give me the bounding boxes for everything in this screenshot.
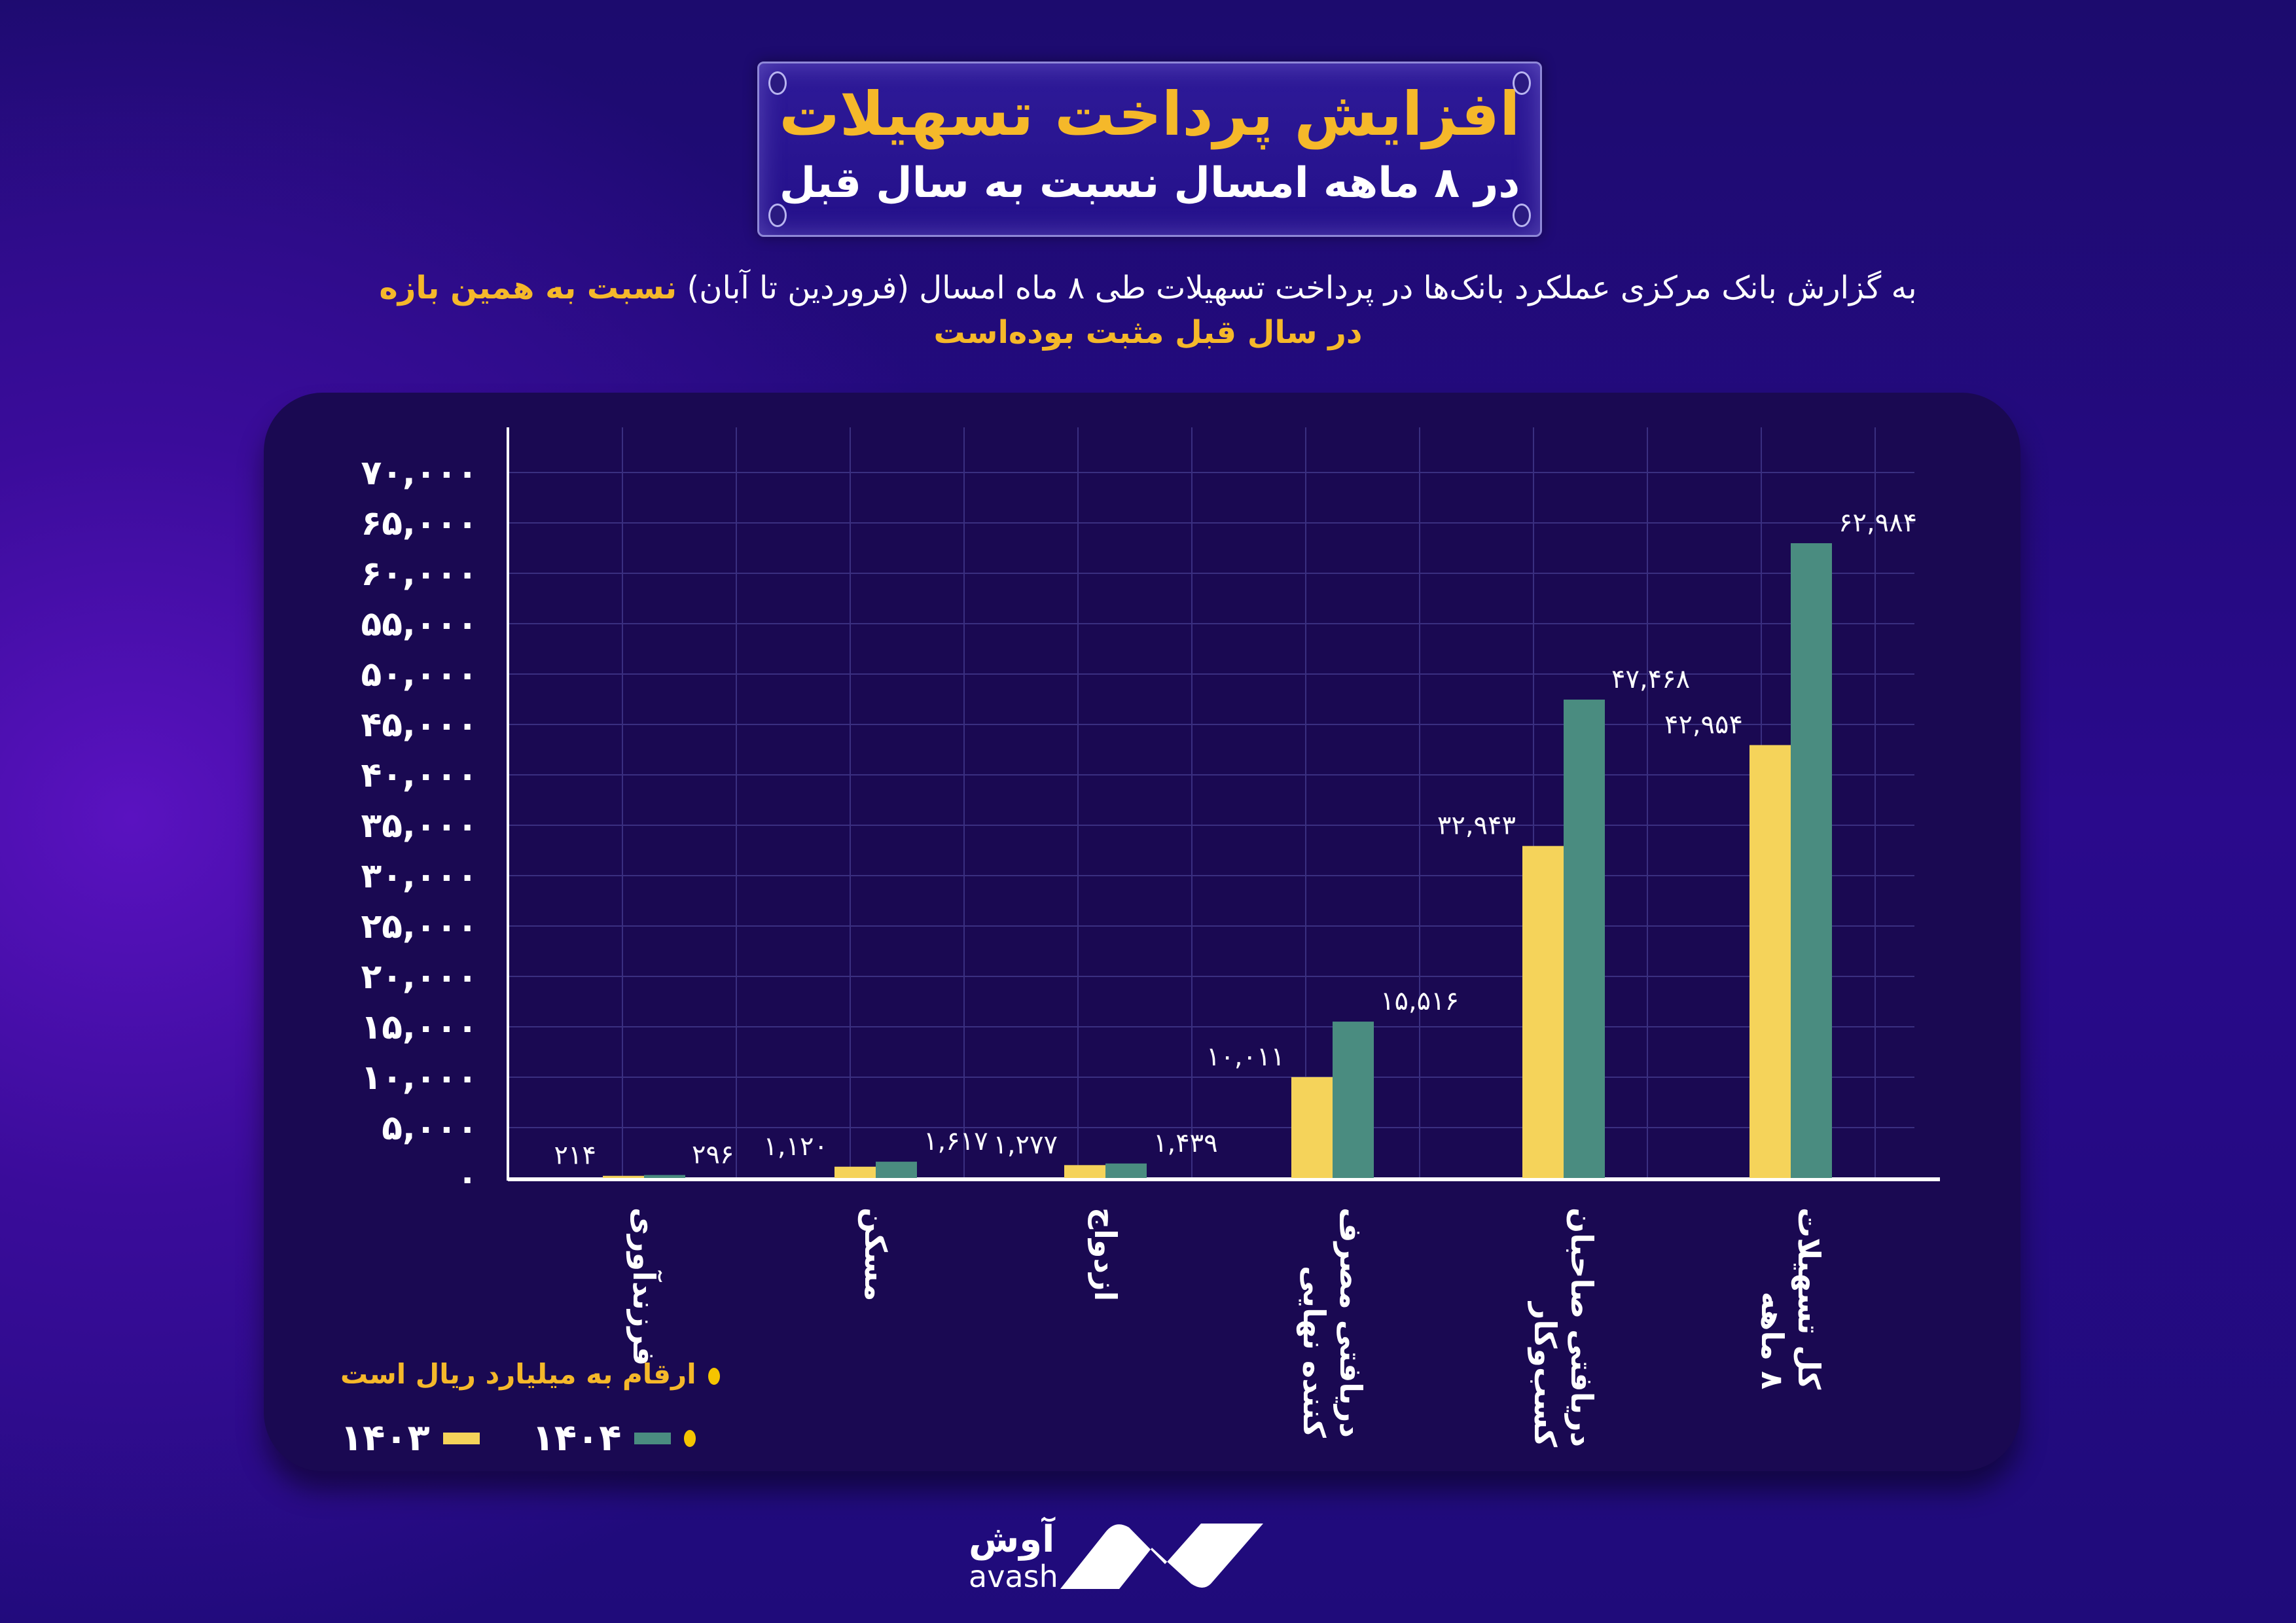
legend-label-1404: ۱۴۰۴ [531,1417,622,1459]
x-category-label-line: کسب‌وکار [1528,1302,1563,1448]
data-label: ۱,۶۱۷ [924,1126,988,1156]
logo-text-en: avash [969,1559,1058,1594]
x-category-label-line: ۸ ماهه [1755,1291,1790,1390]
x-category-label-line: فرزندآوری [626,1207,662,1366]
y-tick-label: ۶۰,۰۰۰ [361,554,478,594]
data-label: ۱,۴۳۹ [1153,1128,1218,1158]
y-tick-label: ۵,۰۰۰ [382,1109,478,1148]
bar-1403 [1291,1077,1333,1178]
bar-1403 [1749,745,1791,1178]
x-category-label-line: کل تسهیلات [1791,1207,1827,1390]
bar-1404 [644,1175,685,1178]
intro-line-2: در سال قبل مثبت بوده‌است [933,314,1363,351]
x-category-label-line: دریافتی مصرف [1333,1207,1369,1438]
data-label: ۲۹۶ [692,1139,734,1169]
legend-label-1403: ۱۴۰۳ [340,1417,430,1459]
intro-line-1: به گزارش بانک مرکزی عملکرد بانک‌ها در پر… [295,270,2001,306]
y-tick-label: ۵۰,۰۰۰ [361,655,478,694]
x-category-label-line: مسکن [858,1207,893,1302]
bar-1404 [1105,1163,1147,1178]
y-tick-label: ۴۵,۰۰۰ [361,705,478,745]
bullet-icon [708,1367,720,1385]
logo-text-fa: آوش [969,1518,1055,1561]
x-category-label-line: دریافتی صاحبان [1564,1207,1600,1448]
y-tick-label: ۷۰,۰۰۰ [361,454,478,493]
chart-panel [264,393,2020,1471]
unit-note-text: ارقام به میلیارد ریال است [340,1358,696,1390]
intro-highlight: نسبت به همین بازه [379,270,677,306]
bar-1403 [603,1175,644,1178]
x-category-label: کل تسهیلات ۸ ماهه [1754,1207,1827,1389]
x-category-label-line: کننده نهایی [1297,1266,1332,1438]
title-box: افزایش پرداخت تسهیلات در ۸ ماهه امسال نس… [757,62,1542,237]
screw-icon [1513,71,1531,95]
page-subtitle: در ۸ ماهه امسال نسبت به سال قبل [779,159,1520,207]
y-tick-label: ۴۰,۰۰۰ [361,756,478,795]
y-tick-label: ۰ [457,1159,478,1198]
screw-icon [1513,204,1531,227]
x-category-label-line: ازدواج [1088,1207,1123,1302]
data-label: ۳۲,۹۴۳ [1437,811,1516,841]
legend: ۱۴۰۴ ۱۴۰۳ [340,1417,696,1459]
y-tick-label: ۶۵,۰۰۰ [361,504,478,543]
x-category-label: مسکن [857,1207,894,1301]
bullet-icon [684,1429,696,1447]
y-tick-label: ۳۰,۰۰۰ [361,857,478,896]
y-tick-label: ۳۵,۰۰۰ [361,806,478,846]
data-label: ۱۰,۰۱۱ [1206,1042,1285,1072]
legend-swatch-1403 [442,1432,480,1444]
y-tick-label: ۱۵,۰۰۰ [361,1008,478,1047]
data-label: ۱,۲۷۷ [993,1130,1058,1160]
bar-1404 [1564,699,1605,1178]
x-category-label: فرزندآوری [626,1207,662,1366]
x-category-label: دریافتی مصرف کننده نهایی [1296,1207,1369,1438]
y-tick-label: ۱۰,۰۰۰ [361,1058,478,1097]
data-label: ۱۵,۵۱۶ [1380,986,1459,1016]
bar-1403 [834,1166,876,1178]
x-category-label: ازدواج [1087,1207,1124,1301]
data-label: ۱,۱۲۰ [763,1132,828,1162]
data-label: ۶۲,۹۸۴ [1839,508,1917,538]
bar-1404 [1333,1022,1374,1178]
bar-1404 [876,1162,917,1178]
data-label: ۲۱۴ [554,1141,596,1171]
y-tick-label: ۲۰,۰۰۰ [361,957,478,997]
page-title: افزایش پرداخت تسهیلات [779,79,1520,149]
bar-1404 [1791,543,1832,1178]
y-tick-label: ۲۵,۰۰۰ [361,907,478,946]
screw-icon [768,204,787,227]
data-label: ۴۲,۹۵۴ [1664,710,1743,740]
y-tick-label: ۵۵,۰۰۰ [361,605,478,644]
bar-1403 [1522,846,1564,1178]
legend-swatch-1404 [634,1432,672,1444]
bar-1403 [1064,1165,1105,1178]
intro-text: به گزارش بانک مرکزی عملکرد بانک‌ها در پر… [677,270,1917,306]
unit-note: ارقام به میلیارد ریال است [340,1358,720,1390]
x-category-label: دریافتی صاحبان کسب‌وکار [1527,1207,1600,1447]
data-label: ۴۷,۴۶۸ [1611,664,1690,694]
logo-mark-icon [1060,1524,1263,1589]
screw-icon [768,71,787,95]
avash-logo: آوش avash [962,1518,1263,1603]
